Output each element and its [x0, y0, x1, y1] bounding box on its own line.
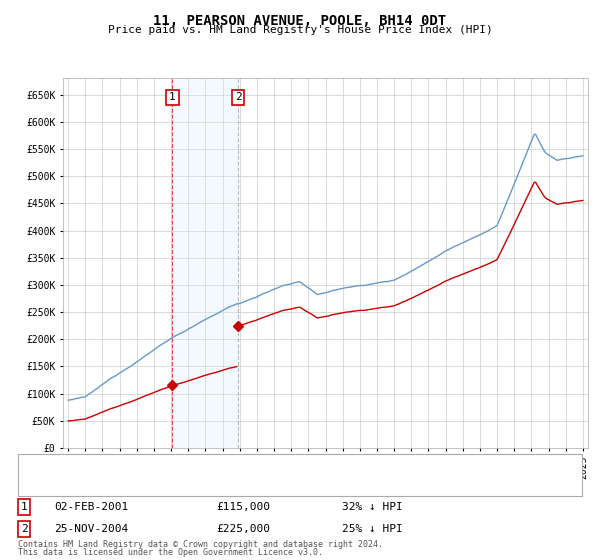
Text: £115,000: £115,000	[216, 502, 270, 512]
Text: 1: 1	[169, 92, 176, 102]
Text: HPI: Average price, detached house, Bournemouth Christchurch and Poole: HPI: Average price, detached house, Bour…	[63, 480, 500, 490]
Text: Price paid vs. HM Land Registry's House Price Index (HPI): Price paid vs. HM Land Registry's House …	[107, 25, 493, 35]
Bar	[172, 78, 238, 448]
Text: —: —	[39, 456, 49, 474]
Text: 11, PEARSON AVENUE, POOLE, BH14 0DT (detached house): 11, PEARSON AVENUE, POOLE, BH14 0DT (det…	[63, 460, 388, 470]
Text: 2: 2	[20, 524, 28, 534]
Text: 32% ↓ HPI: 32% ↓ HPI	[342, 502, 403, 512]
Text: 2: 2	[235, 92, 241, 102]
Text: —: —	[39, 476, 49, 494]
Text: £225,000: £225,000	[216, 524, 270, 534]
Text: This data is licensed under the Open Government Licence v3.0.: This data is licensed under the Open Gov…	[18, 548, 323, 557]
Text: 02-FEB-2001: 02-FEB-2001	[54, 502, 128, 512]
Text: 1: 1	[20, 502, 28, 512]
Text: Contains HM Land Registry data © Crown copyright and database right 2024.: Contains HM Land Registry data © Crown c…	[18, 540, 383, 549]
Text: 25% ↓ HPI: 25% ↓ HPI	[342, 524, 403, 534]
Text: 25-NOV-2004: 25-NOV-2004	[54, 524, 128, 534]
Text: 11, PEARSON AVENUE, POOLE, BH14 0DT: 11, PEARSON AVENUE, POOLE, BH14 0DT	[154, 14, 446, 28]
